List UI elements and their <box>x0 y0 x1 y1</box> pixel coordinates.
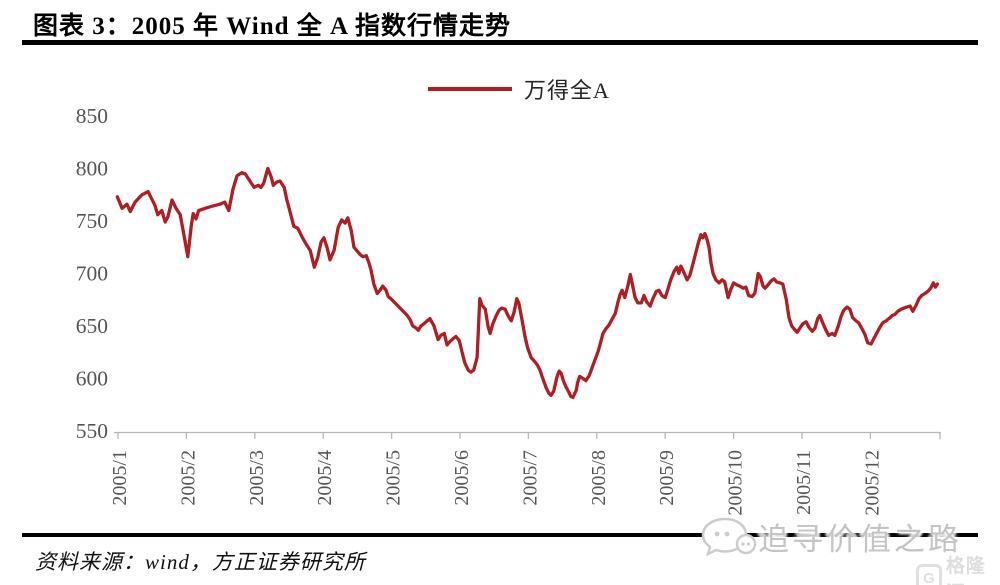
x-tick-label: 2005/8 <box>588 450 610 506</box>
x-tick-label: 2005/3 <box>246 450 268 506</box>
x-tick-label: 2005/10 <box>725 450 747 516</box>
x-tick-label: 2005/5 <box>383 450 405 506</box>
x-tick-label: 2005/6 <box>451 450 473 506</box>
y-tick-label: 750 <box>76 209 108 233</box>
x-tick-label: 2005/12 <box>861 450 883 516</box>
source-note: 资料来源：wind，方正证券研究所 <box>35 550 366 574</box>
x-tick-label: 2005/1 <box>109 450 131 506</box>
x-tick-label: 2005/7 <box>519 450 541 506</box>
y-tick-label: 650 <box>76 314 108 338</box>
series-line-wande-quan-a <box>115 166 940 400</box>
legend-label: 万得全A <box>524 78 610 103</box>
x-tick-label: 2005/11 <box>793 450 815 515</box>
x-tick-label: 2005/2 <box>177 450 199 506</box>
title-rule <box>22 40 978 45</box>
legend: 万得全A <box>428 76 610 103</box>
x-tick-label: 2005/4 <box>314 450 336 506</box>
y-tick-label: 800 <box>76 157 108 181</box>
legend-line-swatch <box>428 87 512 91</box>
y-tick-label: 550 <box>76 419 108 443</box>
bottom-rule <box>22 533 978 537</box>
y-tick-label: 600 <box>76 367 108 391</box>
x-tick-label: 2005/9 <box>656 450 678 506</box>
y-tick-label: 700 <box>76 262 108 286</box>
y-tick-label: 850 <box>76 104 108 128</box>
figure-title: 图表 3：2005 年 Wind 全 A 指数行情走势 <box>33 13 511 40</box>
